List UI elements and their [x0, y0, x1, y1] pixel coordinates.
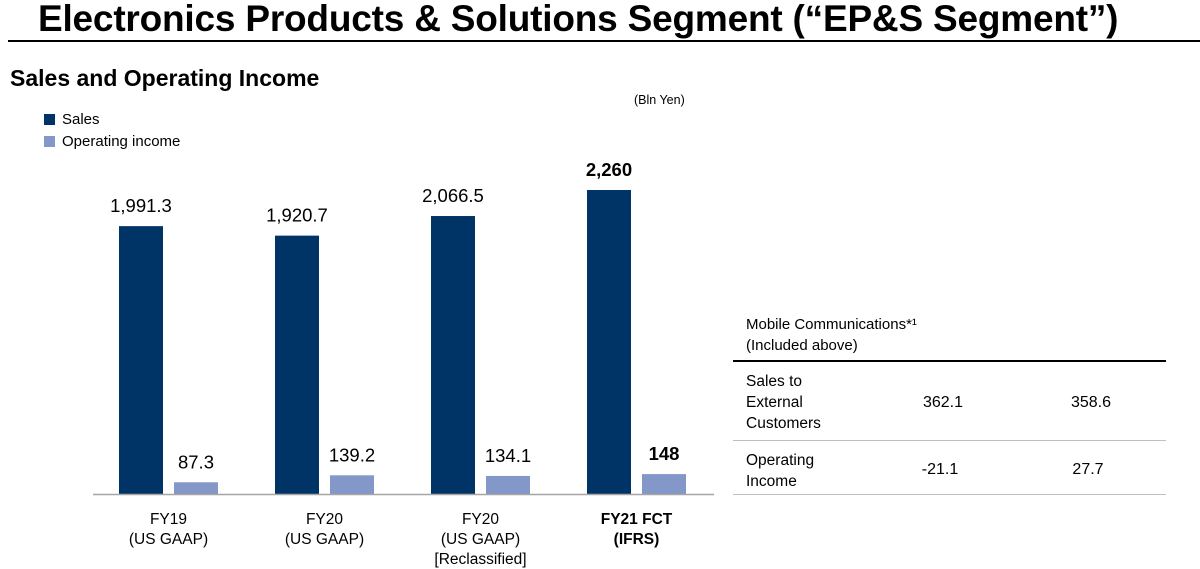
data-label-sales: 1,920.7: [266, 205, 328, 226]
unit-note: (Bln Yen): [634, 93, 685, 107]
side-table-row-divider: [733, 440, 1166, 441]
bar-operating-income: [330, 475, 374, 494]
side-table-bottom-rule: [733, 494, 1166, 495]
data-label-operating-income: 87.3: [178, 451, 214, 472]
bar-operating-income: [642, 474, 686, 494]
label-line: External: [746, 394, 803, 411]
data-label-sales: 1,991.3: [110, 195, 172, 216]
side-table-header: Mobile Communications*¹ (Included above): [746, 314, 917, 356]
bar-sales: [275, 235, 319, 494]
label-line: Sales to: [746, 373, 803, 390]
data-label-operating-income: 148: [649, 443, 680, 464]
label-line: Customers: [746, 415, 821, 432]
x-tick-label: (US GAAP): [285, 531, 364, 548]
label-line: Operating: [746, 452, 815, 469]
page-title: Electronics Products & Solutions Segment…: [38, 0, 1119, 39]
x-tick-label: FY20: [306, 511, 343, 528]
x-tick-label: (US GAAP): [129, 531, 208, 548]
legend-item-sales: Sales: [44, 108, 180, 130]
side-value-oi-prev: -21.1: [921, 461, 959, 478]
legend-label-sales: Sales: [62, 110, 100, 128]
x-tick-label: (US GAAP): [441, 531, 520, 548]
data-label-operating-income: 139.2: [329, 444, 375, 465]
legend-label-operating-income: Operating income: [62, 132, 181, 150]
chart-legend: Sales Operating income: [44, 108, 180, 152]
bar-operating-income: [174, 482, 218, 494]
bar-sales: [431, 216, 475, 494]
data-label-sales: 2,260: [586, 159, 632, 180]
x-tick-label: (IFRS): [614, 531, 660, 548]
side-value-sales-prev: 362.1: [922, 394, 964, 411]
bar-sales: [119, 226, 163, 494]
title-underline: [8, 40, 1200, 42]
side-table-subtitle: (Included above): [746, 337, 858, 354]
legend-swatch-operating-income: [44, 135, 55, 147]
side-value-sales-fct: 358.6: [1070, 394, 1112, 411]
label-line: Income: [746, 473, 797, 490]
x-tick-label: FY21 FCT: [601, 511, 673, 528]
side-row-label-sales: Sales to External Customers: [746, 371, 821, 434]
bar-sales: [587, 190, 631, 494]
data-label-operating-income: 134.1: [485, 445, 531, 466]
chart-section-title: Sales and Operating Income: [10, 65, 320, 91]
x-tick-label: FY20: [462, 511, 499, 528]
data-label-sales: 2,066.5: [422, 185, 484, 206]
x-tick-label: FY19: [150, 511, 187, 528]
side-table-title: Mobile Communications*¹: [746, 316, 917, 333]
bar-operating-income: [486, 475, 530, 494]
side-row-label-operating-income: Operating Income: [746, 450, 814, 492]
legend-item-operating-income: Operating income: [44, 130, 180, 152]
side-table-top-rule: [733, 360, 1166, 362]
legend-swatch-sales: [44, 113, 55, 125]
x-tick-label: [Reclassified]: [434, 551, 526, 568]
side-value-oi-fct: 27.7: [1072, 461, 1104, 478]
